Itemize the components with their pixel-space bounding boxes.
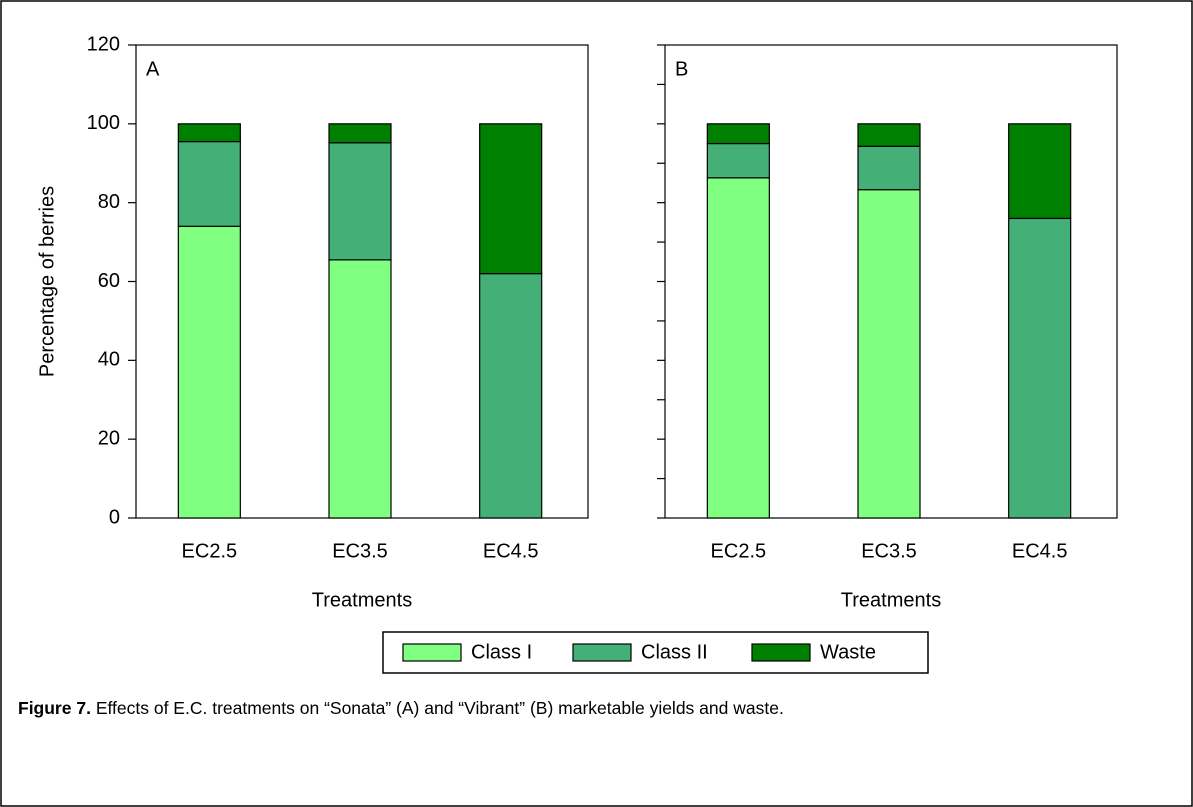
y-tick-label: 80 — [98, 191, 120, 213]
legend-label: Class I — [471, 641, 532, 663]
bar-segment — [1008, 123, 1072, 220]
x-tick-label: EC4.5 — [483, 540, 539, 562]
bar-segment — [857, 145, 921, 191]
bar-segment — [177, 123, 241, 143]
y-tick-label: 100 — [87, 112, 120, 134]
y-tick-label: 0 — [109, 506, 120, 528]
legend-swatch — [572, 643, 632, 662]
bar-segment — [328, 259, 392, 519]
x-axis-label: Treatments — [312, 589, 412, 611]
panel-label: A — [146, 58, 160, 80]
y-axis-label: Percentage of berries — [36, 186, 58, 377]
bar-segment — [706, 123, 770, 145]
bar-segment — [177, 140, 241, 227]
bar-segment — [706, 142, 770, 179]
legend-swatch — [402, 643, 462, 662]
y-tick-label: 40 — [98, 349, 120, 371]
bar-segment — [328, 123, 392, 144]
x-tick-label: EC3.5 — [332, 540, 388, 562]
bar-segment — [177, 225, 241, 519]
caption: Figure 7. Effects of E.C. treatments on … — [18, 694, 1173, 723]
legend-label: Class II — [641, 641, 708, 663]
caption-text: Effects of E.C. treatments on “Sonata” (… — [95, 698, 784, 718]
bar-segment — [479, 123, 543, 275]
y-tick-label: 60 — [98, 270, 120, 292]
bar-segment — [479, 273, 543, 519]
x-tick-label: EC3.5 — [861, 540, 917, 562]
x-tick-label: EC2.5 — [182, 540, 238, 562]
legend-box — [382, 631, 929, 674]
y-tick-label: 120 — [87, 33, 120, 55]
bar-segment — [857, 123, 921, 147]
x-axis-label: Treatments — [841, 589, 941, 611]
x-tick-label: EC2.5 — [711, 540, 767, 562]
y-tick-label: 20 — [98, 427, 120, 449]
legend-label: Waste — [820, 641, 876, 663]
bar-segment — [1008, 217, 1072, 519]
legend-swatch — [751, 643, 811, 662]
bar-segment — [706, 177, 770, 519]
panel-label: B — [675, 58, 688, 80]
bar-segment — [857, 189, 921, 519]
x-tick-label: EC4.5 — [1012, 540, 1068, 562]
caption-label: Figure 7. — [18, 698, 91, 718]
bar-segment — [328, 142, 392, 261]
